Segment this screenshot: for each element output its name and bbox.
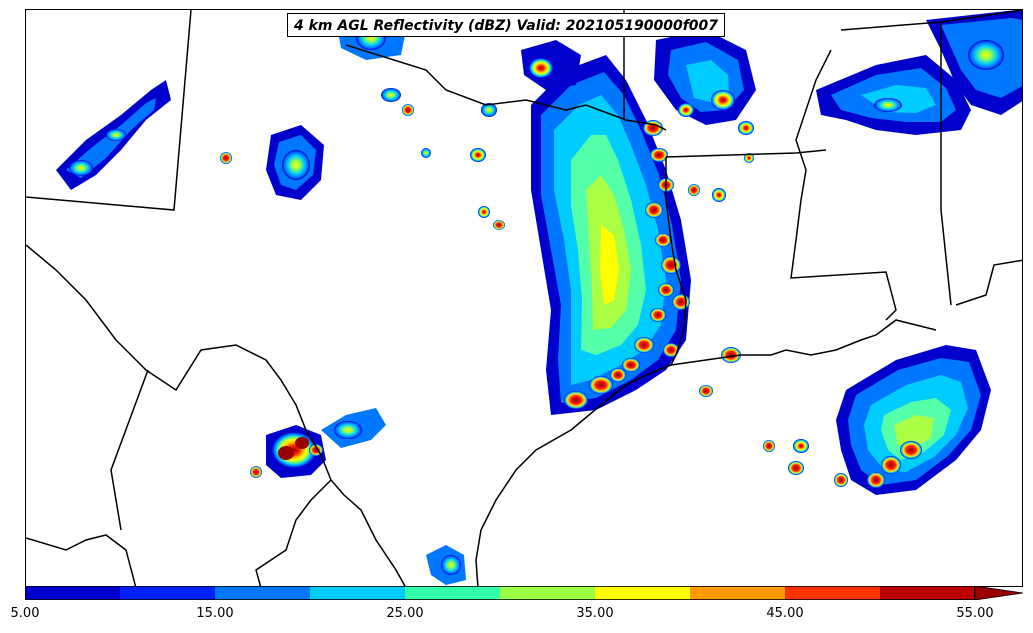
northeast-precip bbox=[654, 30, 756, 125]
colorbar bbox=[25, 586, 1023, 600]
colorbar-segment bbox=[310, 586, 405, 600]
colorbar-border bbox=[25, 586, 975, 600]
map-panel bbox=[25, 9, 1023, 587]
colorbar-segment bbox=[25, 586, 120, 600]
colorbar-tick-label: 25.00 bbox=[386, 606, 424, 621]
colorbar-segment bbox=[880, 586, 975, 600]
map-title: 4 km AGL Reflectivity (dBZ) Valid: 20210… bbox=[287, 13, 726, 37]
main-precip-band bbox=[531, 55, 691, 415]
colorbar-segment bbox=[215, 586, 310, 600]
colorbar-segment bbox=[405, 586, 500, 600]
colorbar-segment bbox=[785, 586, 880, 600]
east-precip bbox=[816, 10, 1022, 135]
colorbar-segment bbox=[120, 586, 215, 600]
colorbar-segment bbox=[500, 586, 595, 600]
west-precip bbox=[56, 80, 466, 585]
colorbar-segment bbox=[595, 586, 690, 600]
reflectivity-map bbox=[26, 10, 1022, 586]
colorbar-tick-label: 45.00 bbox=[766, 606, 804, 621]
colorbar-tick-label: 15.00 bbox=[196, 606, 234, 621]
colorbar-tick-label: 5.00 bbox=[10, 606, 40, 621]
boundaries bbox=[26, 10, 1022, 586]
colorbar-tick-label: 55.00 bbox=[956, 606, 994, 621]
colorbar-extend-arrow bbox=[974, 586, 1023, 600]
colorbar-segment bbox=[690, 586, 785, 600]
colorbar-tick-label: 35.00 bbox=[576, 606, 614, 621]
gulf-precip bbox=[699, 345, 991, 495]
north-central-precip bbox=[336, 15, 754, 230]
